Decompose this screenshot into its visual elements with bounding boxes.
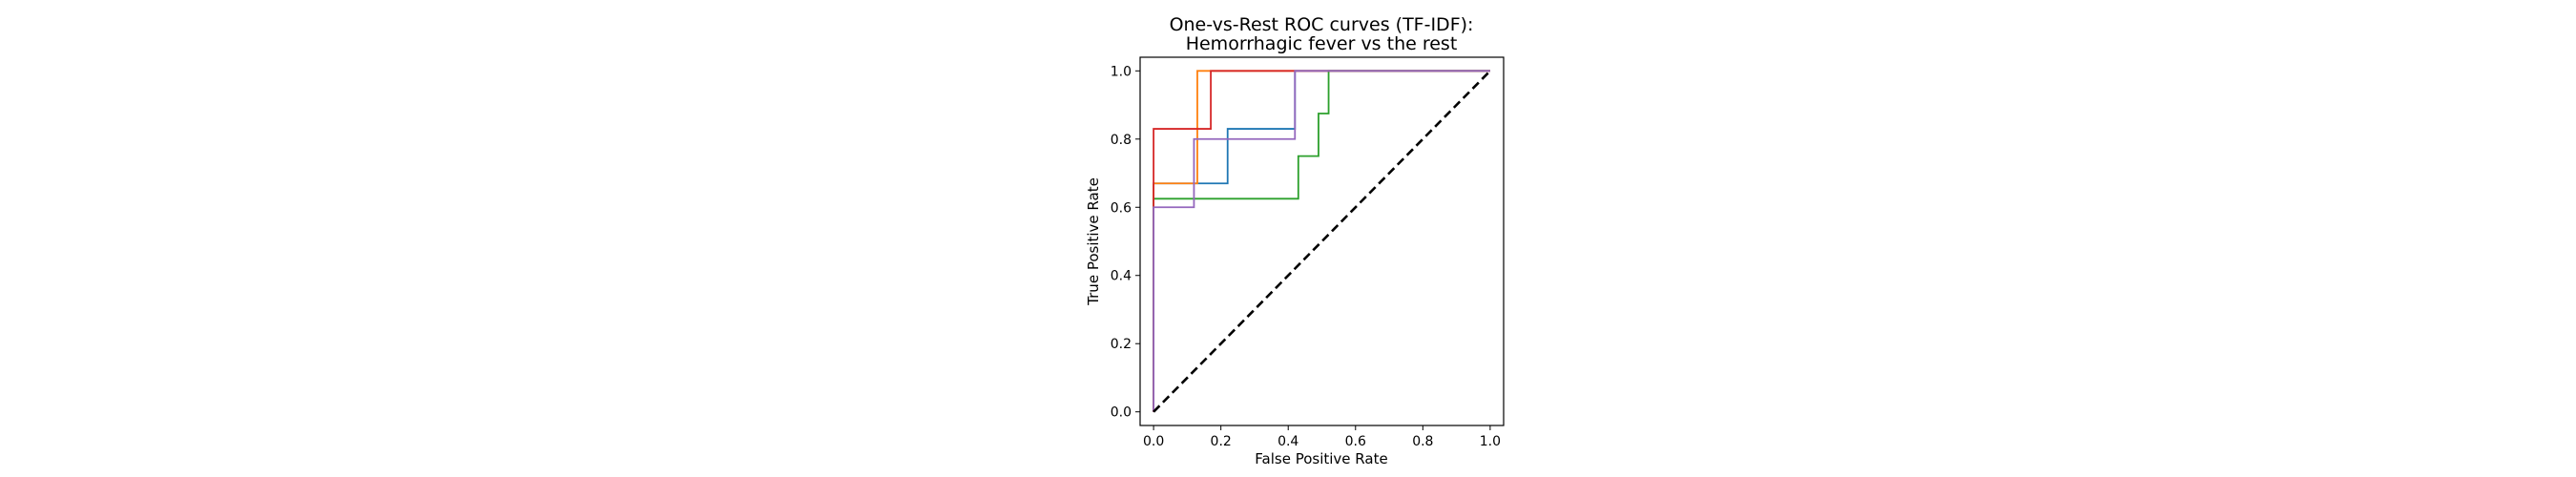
- y-tick-label: 0.0: [1111, 405, 1132, 421]
- x-tick-label: 0.8: [1412, 434, 1433, 449]
- axes-frame: [1139, 56, 1505, 426]
- y-tick-label: 0.8: [1111, 133, 1132, 148]
- x-tick-label: 1.0: [1480, 434, 1501, 449]
- plot-content: [1153, 70, 1491, 413]
- axis-ticks: 0.0 0.2 0.4 0.6 0.8 1.0 0.0 0.2 0.4 0.6 0.8 1.0: [1111, 64, 1501, 449]
- y-tick-label: 0.4: [1111, 269, 1132, 284]
- roc-curve-5: [1153, 70, 1490, 412]
- chance-diagonal-line: [1153, 70, 1491, 413]
- x-axis-label: False Positive Rate: [1255, 450, 1387, 467]
- y-axis-label: True Positive Rate: [1085, 177, 1102, 306]
- roc-curve-3: [1153, 70, 1490, 412]
- x-tick-label: 0.0: [1143, 434, 1164, 449]
- chart-title: One-vs-Rest ROC curves (TF-IDF):: [1170, 14, 1474, 35]
- y-tick-label: 0.2: [1111, 337, 1132, 352]
- chart-subtitle: Hemorrhagic fever vs the rest: [1186, 33, 1458, 54]
- x-tick-label: 0.4: [1278, 434, 1298, 449]
- y-tick-label: 0.6: [1111, 200, 1132, 216]
- x-tick-label: 0.6: [1345, 434, 1366, 449]
- y-tick-label: 1.0: [1111, 64, 1132, 79]
- x-tick-label: 0.2: [1211, 434, 1232, 449]
